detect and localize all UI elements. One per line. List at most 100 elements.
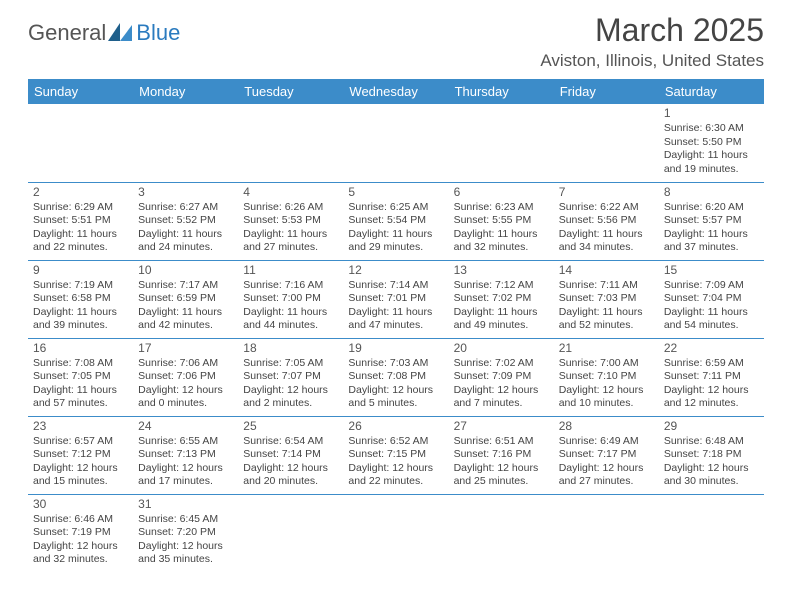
day-cell: 27Sunrise: 6:51 AMSunset: 7:16 PMDayligh… (449, 416, 554, 494)
calendar-row: 23Sunrise: 6:57 AMSunset: 7:12 PMDayligh… (28, 416, 764, 494)
daylight-text-1: Daylight: 11 hours (348, 306, 443, 319)
sunrise-text: Sunrise: 7:02 AM (454, 357, 549, 370)
sunrise-text: Sunrise: 6:57 AM (33, 435, 128, 448)
day-number: 15 (664, 263, 759, 278)
daylight-text-2: and 2 minutes. (243, 397, 338, 410)
day-number: 26 (348, 419, 443, 434)
day-cell: 1Sunrise: 6:30 AMSunset: 5:50 PMDaylight… (659, 104, 764, 182)
daylight-text-1: Daylight: 11 hours (138, 306, 233, 319)
daylight-text-2: and 32 minutes. (454, 241, 549, 254)
sunset-text: Sunset: 7:07 PM (243, 370, 338, 383)
sunset-text: Sunset: 7:15 PM (348, 448, 443, 461)
daylight-text-1: Daylight: 12 hours (559, 462, 654, 475)
day-cell: 24Sunrise: 6:55 AMSunset: 7:13 PMDayligh… (133, 416, 238, 494)
sunrise-text: Sunrise: 6:54 AM (243, 435, 338, 448)
logo-text-general: General (28, 20, 106, 46)
sunrise-text: Sunrise: 7:14 AM (348, 279, 443, 292)
daylight-text-2: and 39 minutes. (33, 319, 128, 332)
daylight-text-2: and 0 minutes. (138, 397, 233, 410)
sunrise-text: Sunrise: 6:48 AM (664, 435, 759, 448)
daylight-text-2: and 32 minutes. (33, 553, 128, 566)
daylight-text-1: Daylight: 12 hours (243, 462, 338, 475)
day-number: 31 (138, 497, 233, 512)
sunrise-text: Sunrise: 6:52 AM (348, 435, 443, 448)
sunset-text: Sunset: 7:01 PM (348, 292, 443, 305)
daylight-text-2: and 27 minutes. (243, 241, 338, 254)
daylight-text-1: Daylight: 11 hours (243, 228, 338, 241)
sunrise-text: Sunrise: 6:20 AM (664, 201, 759, 214)
day-cell: 11Sunrise: 7:16 AMSunset: 7:00 PMDayligh… (238, 260, 343, 338)
logo-text-blue: Blue (136, 20, 180, 46)
daylight-text-2: and 54 minutes. (664, 319, 759, 332)
day-cell: 29Sunrise: 6:48 AMSunset: 7:18 PMDayligh… (659, 416, 764, 494)
sunset-text: Sunset: 7:00 PM (243, 292, 338, 305)
daylight-text-1: Daylight: 12 hours (454, 384, 549, 397)
daylight-text-2: and 12 minutes. (664, 397, 759, 410)
day-number: 14 (559, 263, 654, 278)
sunset-text: Sunset: 7:11 PM (664, 370, 759, 383)
sunrise-text: Sunrise: 7:09 AM (664, 279, 759, 292)
day-number: 6 (454, 185, 549, 200)
day-number: 1 (664, 106, 759, 121)
day-number: 12 (348, 263, 443, 278)
sunset-text: Sunset: 7:03 PM (559, 292, 654, 305)
day-cell: 7Sunrise: 6:22 AMSunset: 5:56 PMDaylight… (554, 182, 659, 260)
day-number: 11 (243, 263, 338, 278)
day-number: 16 (33, 341, 128, 356)
calendar-row: 2Sunrise: 6:29 AMSunset: 5:51 PMDaylight… (28, 182, 764, 260)
day-number: 21 (559, 341, 654, 356)
daylight-text-2: and 29 minutes. (348, 241, 443, 254)
sunrise-text: Sunrise: 7:06 AM (138, 357, 233, 370)
sunrise-text: Sunrise: 7:03 AM (348, 357, 443, 370)
empty-cell (554, 494, 659, 572)
daylight-text-1: Daylight: 11 hours (664, 306, 759, 319)
sunrise-text: Sunrise: 6:49 AM (559, 435, 654, 448)
daylight-text-1: Daylight: 12 hours (243, 384, 338, 397)
daylight-text-2: and 7 minutes. (454, 397, 549, 410)
daylight-text-2: and 15 minutes. (33, 475, 128, 488)
daylight-text-1: Daylight: 11 hours (559, 306, 654, 319)
day-cell: 22Sunrise: 6:59 AMSunset: 7:11 PMDayligh… (659, 338, 764, 416)
daylight-text-1: Daylight: 11 hours (33, 384, 128, 397)
daylight-text-1: Daylight: 12 hours (138, 384, 233, 397)
sunset-text: Sunset: 5:57 PM (664, 214, 759, 227)
day-number: 9 (33, 263, 128, 278)
sunrise-text: Sunrise: 7:05 AM (243, 357, 338, 370)
sunset-text: Sunset: 5:52 PM (138, 214, 233, 227)
daylight-text-2: and 27 minutes. (559, 475, 654, 488)
sunset-text: Sunset: 7:20 PM (138, 526, 233, 539)
sunset-text: Sunset: 5:53 PM (243, 214, 338, 227)
sunset-text: Sunset: 7:09 PM (454, 370, 549, 383)
daylight-text-1: Daylight: 11 hours (664, 228, 759, 241)
sunset-text: Sunset: 7:14 PM (243, 448, 338, 461)
daylight-text-2: and 52 minutes. (559, 319, 654, 332)
header-row: Sunday Monday Tuesday Wednesday Thursday… (28, 79, 764, 104)
empty-cell (343, 494, 448, 572)
sunrise-text: Sunrise: 6:55 AM (138, 435, 233, 448)
empty-cell (238, 104, 343, 182)
daylight-text-1: Daylight: 11 hours (138, 228, 233, 241)
day-number: 5 (348, 185, 443, 200)
day-number: 24 (138, 419, 233, 434)
daylight-text-1: Daylight: 11 hours (243, 306, 338, 319)
calendar-row: 9Sunrise: 7:19 AMSunset: 6:58 PMDaylight… (28, 260, 764, 338)
daylight-text-1: Daylight: 12 hours (348, 462, 443, 475)
day-cell: 6Sunrise: 6:23 AMSunset: 5:55 PMDaylight… (449, 182, 554, 260)
logo-icon (108, 21, 134, 46)
day-cell: 17Sunrise: 7:06 AMSunset: 7:06 PMDayligh… (133, 338, 238, 416)
day-cell: 31Sunrise: 6:45 AMSunset: 7:20 PMDayligh… (133, 494, 238, 572)
empty-cell (133, 104, 238, 182)
daylight-text-2: and 10 minutes. (559, 397, 654, 410)
day-cell: 5Sunrise: 6:25 AMSunset: 5:54 PMDaylight… (343, 182, 448, 260)
sunset-text: Sunset: 7:13 PM (138, 448, 233, 461)
sunrise-text: Sunrise: 6:25 AM (348, 201, 443, 214)
day-number: 27 (454, 419, 549, 434)
day-number: 18 (243, 341, 338, 356)
daylight-text-2: and 42 minutes. (138, 319, 233, 332)
day-number: 29 (664, 419, 759, 434)
sunset-text: Sunset: 5:50 PM (664, 136, 759, 149)
empty-cell (449, 494, 554, 572)
sunset-text: Sunset: 7:04 PM (664, 292, 759, 305)
sunrise-text: Sunrise: 6:26 AM (243, 201, 338, 214)
day-number: 10 (138, 263, 233, 278)
